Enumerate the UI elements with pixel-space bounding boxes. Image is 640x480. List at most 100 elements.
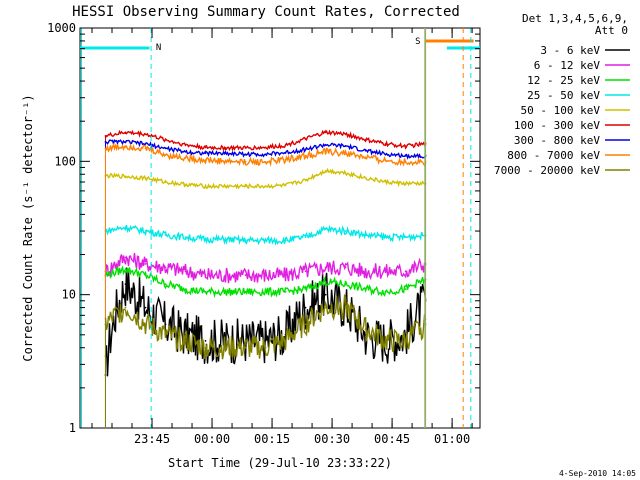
series-6-point [164, 138, 167, 141]
series-7-point [124, 140, 127, 143]
legend-label: 300 - 800 keV [514, 134, 600, 147]
series-3-point [304, 288, 307, 291]
series-2-point [384, 270, 387, 273]
series-4-point [264, 239, 267, 242]
series-3-point [204, 290, 207, 293]
series-5-point [224, 185, 227, 188]
legend-label: 6 - 12 keV [534, 59, 601, 72]
series-5-point [184, 183, 187, 186]
series-5-point [144, 177, 147, 179]
series-8-point [144, 147, 147, 150]
x-tick-label: 00:45 [374, 432, 410, 446]
y-tick-label: 100 [54, 154, 76, 168]
series-8-point [344, 152, 347, 155]
series-7-point [344, 145, 347, 148]
series-8-point [204, 159, 207, 162]
legend-label: 50 - 100 keV [521, 104, 601, 117]
series-7-point [384, 153, 387, 156]
series-2-point [204, 274, 207, 277]
series-4-point [204, 238, 207, 241]
series-8-point [224, 160, 227, 163]
y-tick-label: 10 [62, 288, 76, 302]
series-7-point [404, 154, 407, 157]
series-8-point [284, 158, 287, 161]
series-5-point [164, 181, 167, 183]
series-9-point [364, 328, 367, 331]
series-1-trace [104, 267, 427, 377]
legend-label: 3 - 6 keV [540, 44, 600, 57]
series-3-point [364, 288, 367, 291]
series-7-point [364, 149, 367, 152]
legend-label: 12 - 25 keV [527, 74, 600, 87]
series-6-point [324, 131, 327, 134]
series-3-trace [104, 265, 427, 299]
series-8-point [244, 161, 247, 163]
series-3-point [264, 290, 267, 293]
series-9-point [184, 340, 187, 342]
series-3-point [284, 290, 287, 293]
series-2-point [284, 274, 287, 277]
series-5-point [284, 184, 287, 187]
x-tick-label: 00:00 [194, 432, 230, 446]
series-4-point [384, 236, 387, 239]
series-2-point [224, 274, 227, 277]
series-3-point [344, 283, 347, 286]
series-4-point [284, 239, 287, 242]
y-tick-label: 1000 [47, 21, 76, 35]
series-2-point [404, 270, 407, 273]
y-axis-label: Corrected Count Rate (s⁻¹ detector⁻¹) [21, 94, 35, 361]
x-tick-label: 23:45 [134, 432, 170, 446]
series-4-point [364, 234, 367, 236]
series-4-point [304, 236, 307, 239]
series-9-point [164, 333, 167, 336]
series-1-point [204, 340, 207, 342]
series-5-point [364, 177, 367, 179]
series-9-point [204, 346, 207, 349]
legend: Det 1,3,4,5,6,9,Att 0 3 - 6 keV 6 - 12 keV… [494, 12, 630, 177]
chart-title: HESSI Observing Summary Count Rates, Cor… [72, 4, 460, 20]
series-9-point [304, 323, 307, 326]
legend-label: 7000 - 20000 keV [494, 164, 600, 177]
series-8-point [164, 153, 167, 156]
series-3-point [324, 280, 327, 283]
series-7 [104, 139, 427, 427]
series-5 [104, 167, 427, 427]
series-9-point [284, 340, 287, 342]
legend-label: 800 - 7000 keV [507, 149, 600, 162]
series-7-point [304, 148, 307, 151]
series-5-point [124, 175, 127, 178]
series-4-point [224, 238, 227, 241]
series-9-point [124, 306, 127, 309]
series-7-point [164, 147, 167, 150]
series-9-point [244, 346, 247, 349]
series-3-point [184, 288, 187, 291]
series-6-point [264, 146, 267, 149]
series-7-point [204, 152, 207, 155]
series-2-point [344, 266, 347, 269]
series-3-point [144, 274, 147, 277]
series-3-point [164, 283, 167, 286]
annotation-s: S [415, 37, 420, 47]
series-5-point [304, 179, 307, 182]
series-8-point [124, 145, 127, 148]
series-2-point [184, 270, 187, 273]
series-9-point [404, 340, 407, 342]
series-3-point [384, 290, 387, 293]
series-7-point [144, 143, 147, 145]
series-4-point [244, 239, 247, 242]
series-3-point [124, 268, 127, 271]
series-3-point [244, 290, 247, 293]
series-2-point [324, 266, 327, 269]
series-8-point [324, 150, 327, 153]
series-4-point [144, 230, 147, 232]
series-6-point [184, 143, 187, 146]
series-3-point [224, 290, 227, 293]
series-4-trace [105, 224, 427, 246]
series-2-point [144, 263, 147, 265]
series-4-point [184, 236, 187, 239]
series-4-point [404, 236, 407, 239]
series-9-point [324, 306, 327, 309]
series-7-point [264, 153, 267, 156]
series-7-point [224, 152, 227, 155]
series-8-point [384, 159, 387, 162]
